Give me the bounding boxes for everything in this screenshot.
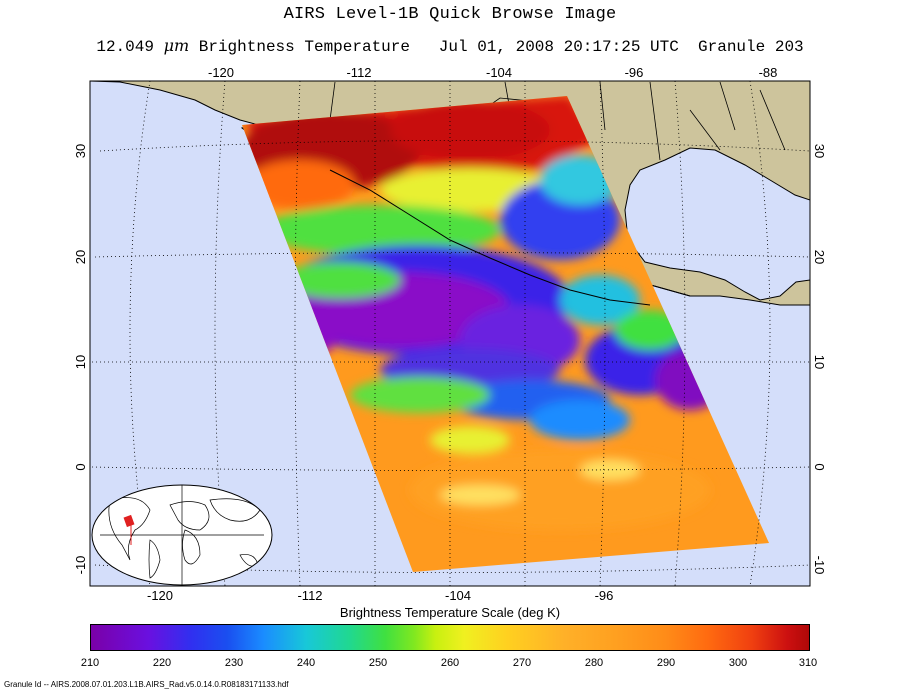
right-lat-label: 30: [812, 144, 827, 158]
scale-labels: 210 220 230 240 250 260 270 280 290 300 …: [0, 657, 900, 673]
scale-label: 270: [512, 657, 532, 669]
right-lat-label: 10: [812, 355, 827, 369]
scale-label: 290: [656, 657, 676, 669]
scale-label: 240: [296, 657, 316, 669]
top-lon-label: -104: [486, 65, 512, 80]
bottom-lon-label: -112: [297, 588, 322, 603]
swath-locator: [123, 514, 135, 528]
left-lat-label: -10: [73, 556, 88, 575]
right-lat-labels: 30 20 10 0 -10: [812, 144, 827, 575]
scale-label: 260: [440, 657, 460, 669]
subtitle-details: Brightness Temperature Jul 01, 2008 20:1…: [189, 38, 804, 56]
scale-label: 310: [798, 657, 818, 669]
left-lat-label: 10: [73, 355, 88, 369]
top-lon-label: -112: [346, 65, 371, 80]
left-lat-label: 20: [73, 250, 88, 264]
color-scale-bar: [90, 624, 810, 651]
map-frame: [89, 80, 811, 587]
scale-label: 210: [80, 657, 100, 669]
right-lat-label: -10: [812, 556, 827, 575]
right-lat-label: 0: [812, 463, 827, 470]
scale-label: 300: [728, 657, 748, 669]
right-lat-label: 20: [812, 250, 827, 264]
image-subtitle: 12.049 μm Brightness Temperature Jul 01,…: [0, 36, 900, 56]
scale-label: 250: [368, 657, 388, 669]
top-lon-labels: -120 -112 -104 -96 -88: [208, 65, 777, 80]
scale-label: 280: [584, 657, 604, 669]
granule-id: Granule Id -- AIRS.2008.07.01.203.L1B.AI…: [4, 680, 289, 689]
scale-label: 230: [224, 657, 244, 669]
top-lon-label: -88: [759, 65, 778, 80]
inset-globe: [91, 484, 273, 586]
image-title: AIRS Level-1B Quick Browse Image: [283, 5, 617, 24]
bottom-lon-label: -96: [595, 588, 614, 603]
wavelength-unit: μm: [163, 36, 190, 55]
top-lon-label: -96: [625, 65, 644, 80]
scale-title: Brightness Temperature Scale (deg K): [339, 605, 561, 620]
bottom-lon-label: -104: [445, 588, 471, 603]
top-lon-label: -120: [208, 65, 234, 80]
bottom-lon-label: -120: [147, 588, 173, 603]
scale-label: 220: [152, 657, 172, 669]
left-lat-label: 30: [73, 144, 88, 158]
wavelength-value: 12.049: [96, 38, 154, 56]
left-lat-label: 0: [73, 463, 88, 470]
bottom-lon-labels: -120 -112 -104 -96: [147, 588, 613, 603]
left-lat-labels: 30 20 10 0 -10: [73, 144, 88, 575]
